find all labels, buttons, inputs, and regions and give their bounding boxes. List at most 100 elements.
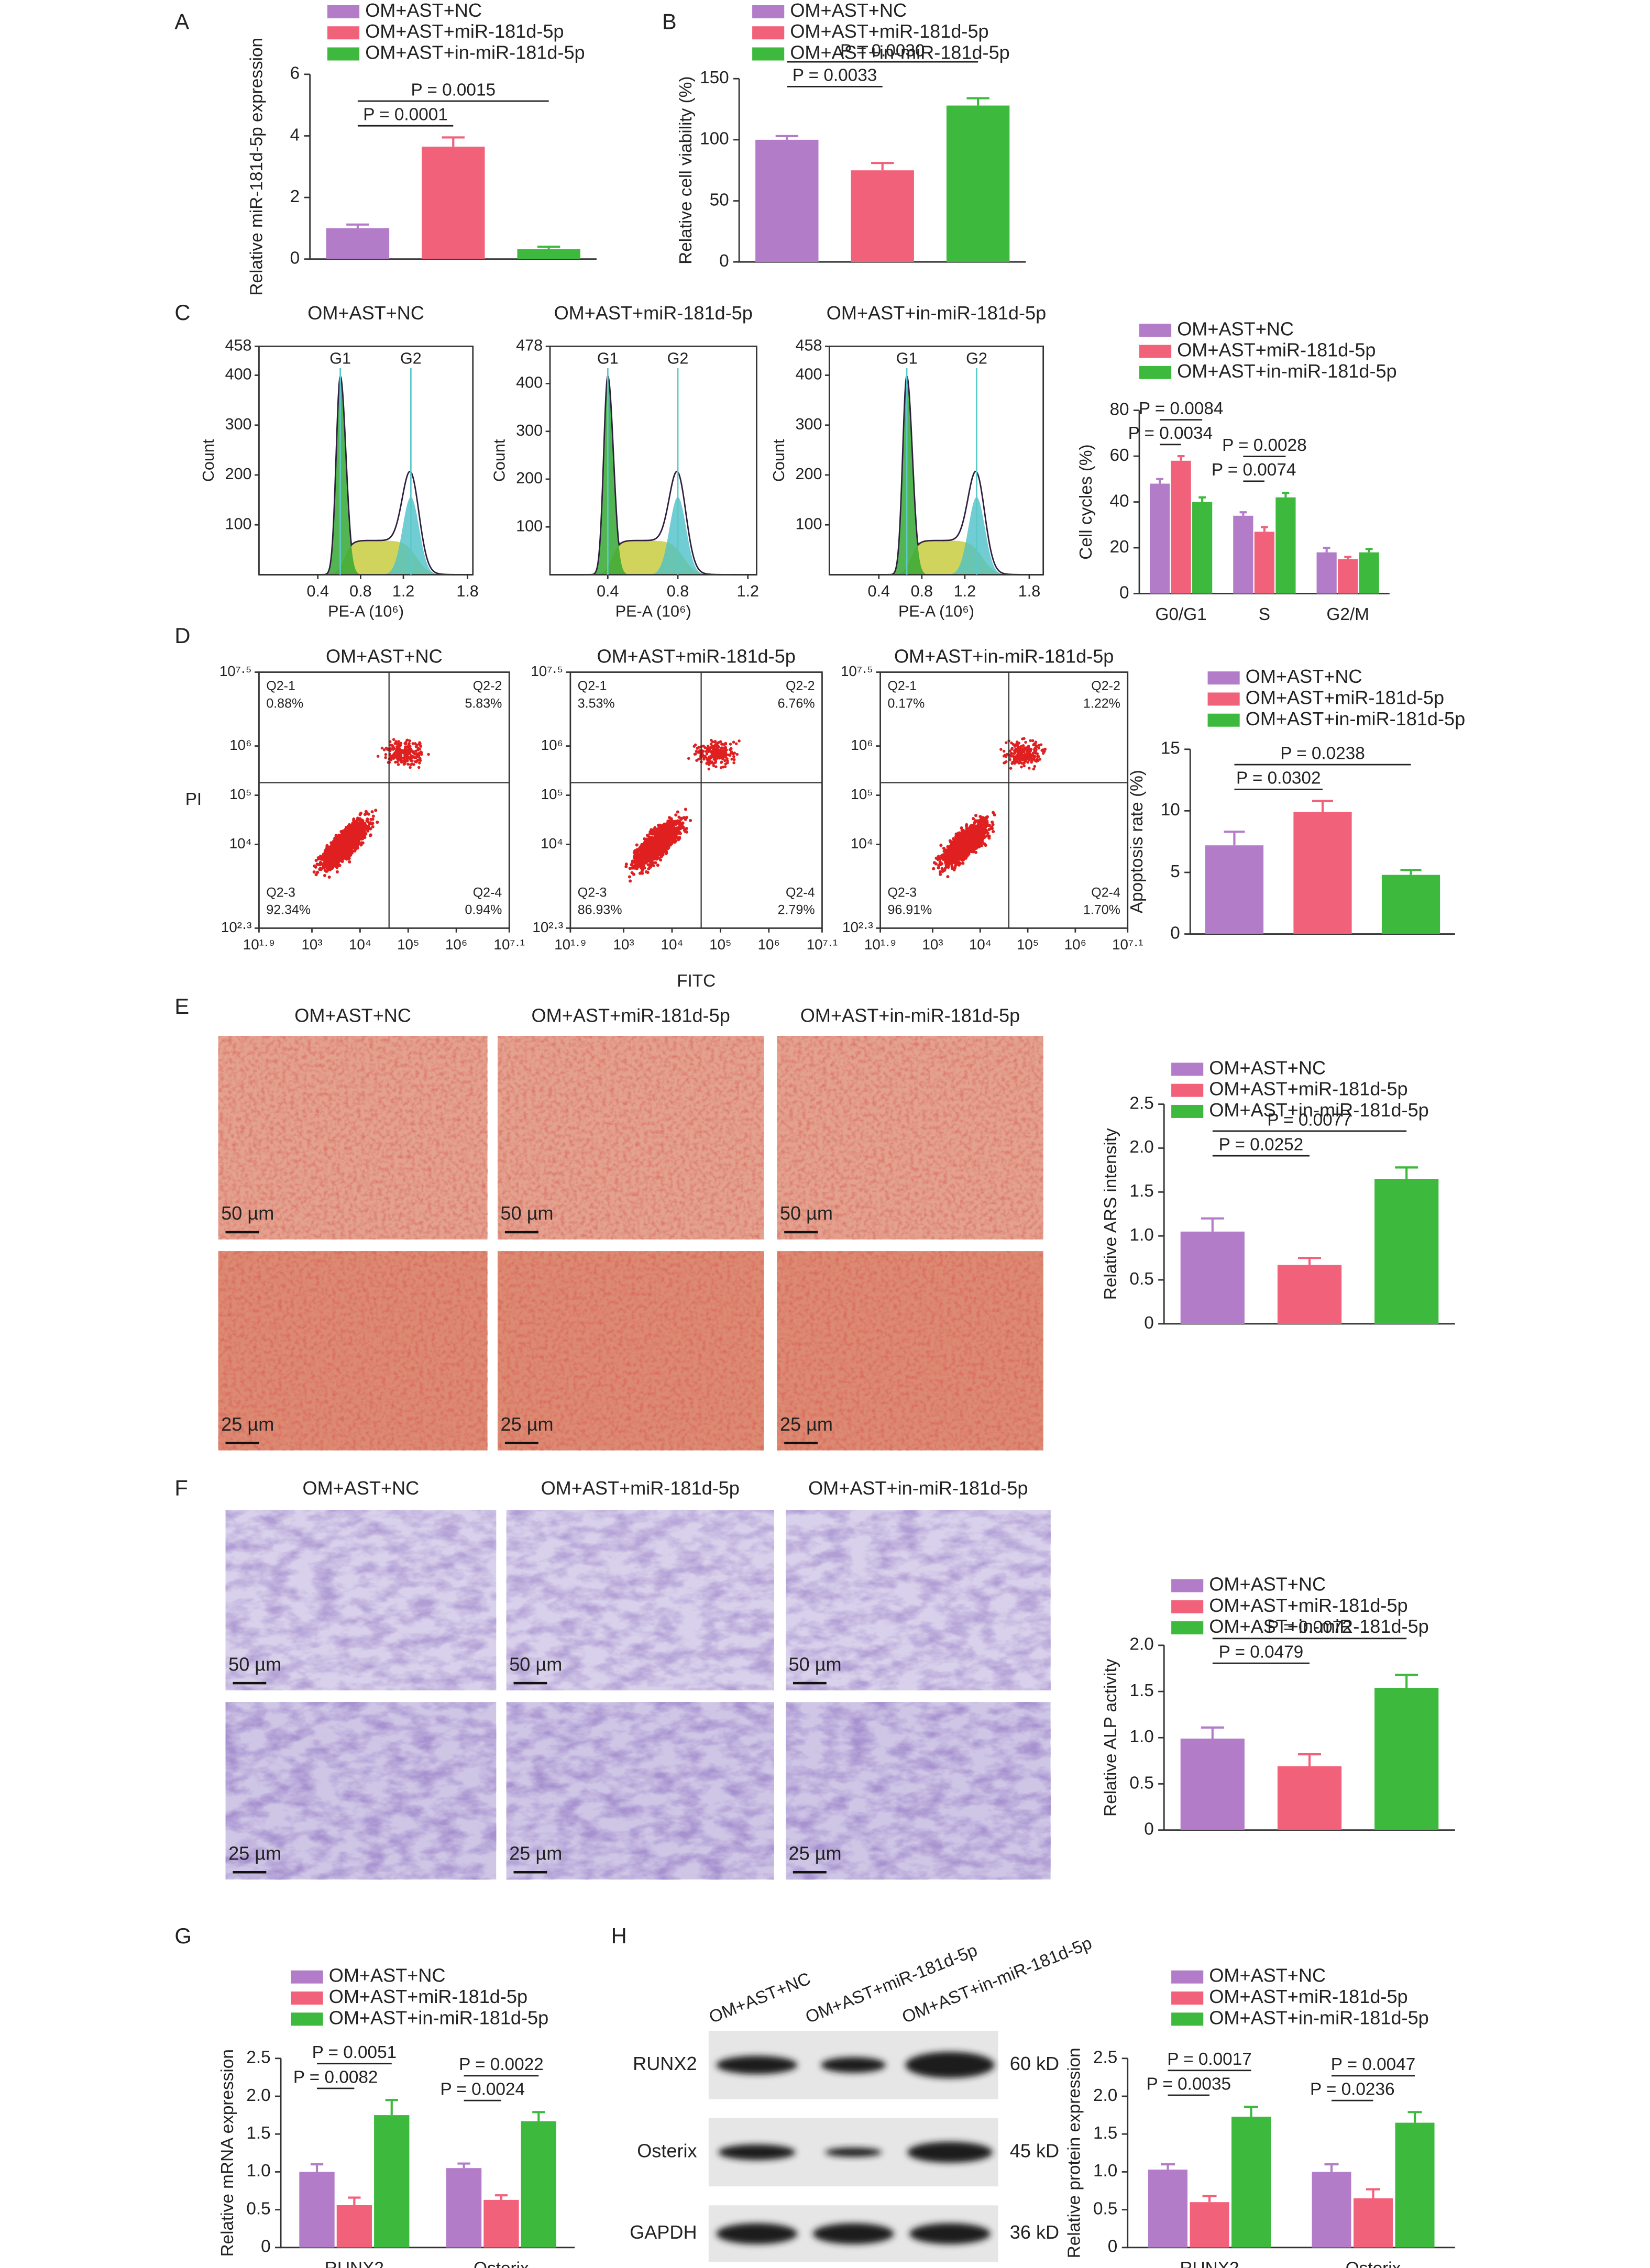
y-tick-label: 200 — [795, 465, 822, 483]
event-dot — [711, 744, 714, 748]
y-tick-label: 6 — [290, 64, 300, 83]
event-dot — [932, 867, 936, 870]
event-dot — [647, 845, 651, 849]
event-dot — [720, 761, 723, 764]
event-dot — [637, 865, 641, 868]
event-dot — [630, 871, 634, 875]
event-dot — [957, 835, 961, 838]
event-dot — [349, 842, 353, 846]
bar — [851, 170, 914, 262]
event-dot — [405, 738, 409, 742]
event-dot — [384, 756, 387, 759]
event-dot — [695, 749, 698, 753]
event-dot — [397, 740, 400, 743]
event-dot — [734, 742, 738, 745]
event-dot — [399, 744, 402, 747]
quadrant-name: Q2-1 — [266, 679, 295, 693]
event-dot — [345, 846, 349, 849]
event-dot — [361, 834, 365, 838]
event-dot — [418, 761, 421, 765]
y-tick-label: 20 — [1109, 537, 1129, 557]
significance-label: P = 0.0015 — [411, 80, 496, 99]
event-dot — [355, 819, 358, 823]
event-dot — [662, 845, 665, 848]
event-dot — [694, 743, 697, 747]
quadrant-percent: 86.93% — [578, 903, 622, 917]
event-dot — [978, 832, 982, 835]
event-dot — [640, 851, 643, 855]
event-dot — [658, 849, 662, 853]
event-dot — [403, 742, 406, 745]
bar — [1338, 559, 1358, 594]
panel-label: D — [174, 623, 190, 648]
event-dot — [719, 766, 723, 769]
y-axis-label: Count — [200, 439, 217, 482]
plot-frame — [258, 345, 474, 576]
event-dot — [338, 864, 342, 867]
event-dot — [951, 847, 954, 850]
event-dot — [352, 817, 356, 821]
event-dot — [720, 743, 723, 746]
event-dot — [356, 829, 359, 833]
event-dot — [357, 821, 360, 825]
event-dot — [337, 850, 340, 855]
event-dot — [635, 848, 639, 851]
event-dot — [646, 834, 650, 837]
event-dot — [669, 832, 673, 836]
event-dot — [417, 743, 421, 746]
bar — [1150, 483, 1170, 594]
event-dot — [939, 872, 942, 876]
bar — [1275, 497, 1296, 594]
event-dot — [408, 749, 411, 753]
event-dot — [344, 851, 348, 855]
event-dot — [367, 812, 370, 816]
y-tick-label: 200 — [516, 469, 543, 487]
event-dot — [354, 833, 358, 836]
phase-label: G2 — [400, 349, 422, 367]
y-tick-label: 10²·³ — [221, 919, 252, 935]
event-dot — [966, 850, 970, 854]
event-dot — [972, 817, 975, 821]
event-dot — [356, 836, 360, 840]
event-dot — [406, 762, 410, 766]
event-dot — [732, 755, 735, 758]
event-dot — [340, 845, 344, 849]
y-tick-label: 60 — [1109, 446, 1129, 465]
event-dot — [330, 851, 334, 855]
event-dot — [408, 742, 411, 745]
event-dot — [653, 837, 656, 841]
event-dot — [697, 746, 700, 749]
phase-label: G2 — [667, 349, 689, 367]
event-dot — [738, 739, 741, 743]
sub-phase-area — [829, 540, 1043, 575]
significance-label: P = 0.0001 — [363, 105, 448, 125]
event-dot — [370, 810, 374, 814]
quadrant-name: Q2-4 — [786, 885, 815, 900]
quadrant-name: Q2-3 — [578, 885, 607, 900]
event-dot — [316, 870, 320, 874]
event-dot — [653, 832, 656, 836]
event-dot — [397, 755, 400, 758]
y-tick-label: 200 — [225, 465, 252, 483]
legend-label: OM+AST+NC — [365, 0, 482, 21]
x-tick-label: 10⁴ — [661, 936, 684, 953]
event-dot — [643, 846, 647, 850]
event-dot — [722, 752, 725, 755]
event-dot — [955, 842, 959, 845]
event-dot — [314, 865, 317, 869]
event-dot — [946, 875, 950, 879]
sub-phase-area — [550, 540, 757, 575]
event-dot — [674, 813, 678, 817]
chart-title: OM+AST+miR-181d-5p — [554, 302, 753, 324]
event-dot — [374, 809, 378, 812]
bar — [326, 228, 390, 259]
event-dot — [335, 854, 339, 858]
phase-label: G2 — [966, 349, 987, 367]
event-dot — [327, 875, 331, 879]
event-dot — [978, 836, 982, 839]
event-dot — [730, 750, 733, 754]
event-dot — [348, 824, 352, 828]
event-dot — [631, 859, 634, 863]
event-cloud — [624, 738, 741, 883]
x-tick-label: 10³ — [301, 936, 322, 953]
